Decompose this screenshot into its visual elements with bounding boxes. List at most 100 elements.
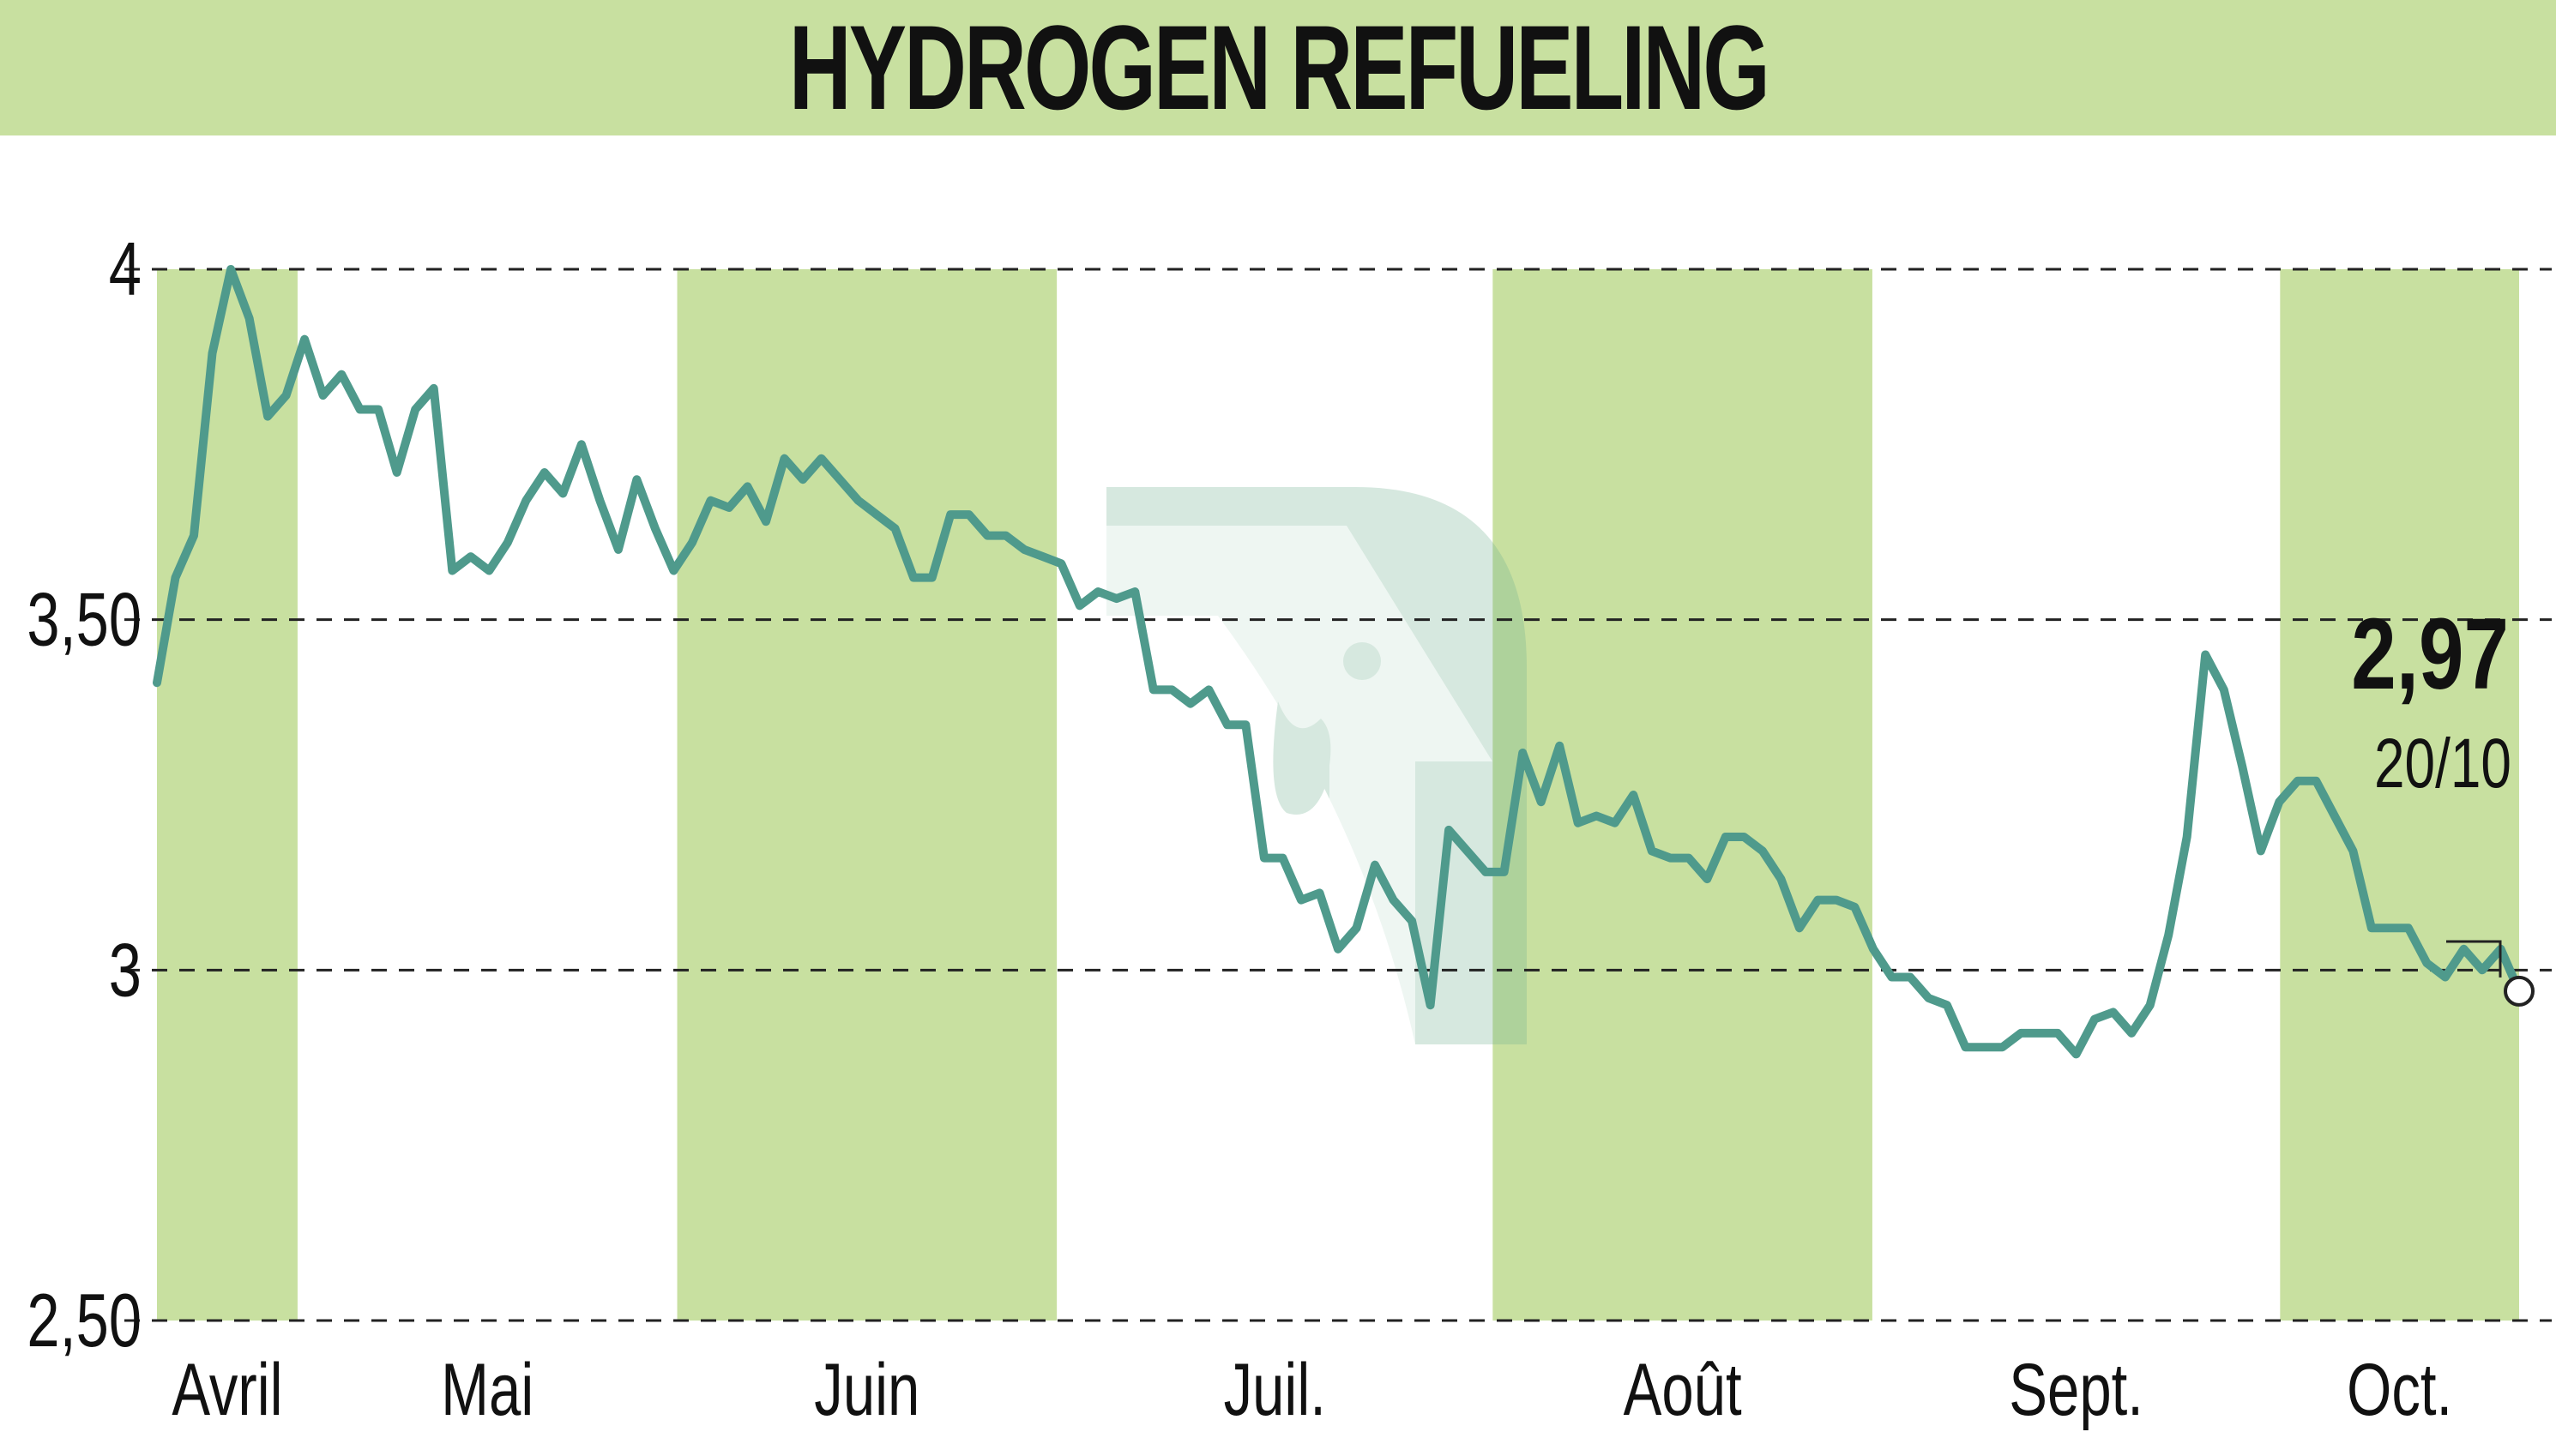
y-tick-label-0: 4 [109,227,142,311]
data-point [1371,861,1378,869]
x-tick-label-juin: Juin [814,1349,919,1431]
data-point [1426,1002,1434,1009]
data-point [1279,854,1287,862]
data-point [1353,924,1360,932]
data-point [2017,1029,2025,1037]
series-points [154,266,2523,1058]
x-tick-label-juil: Juil. [1224,1349,1326,1431]
data-point [208,350,216,358]
data-point [2239,763,2246,771]
data-point [1721,833,1729,840]
data-point [1537,798,1545,806]
data-point [596,496,604,504]
data-point [1316,889,1323,897]
data-point [2165,931,2173,939]
data-point [633,476,641,484]
last-value-label: 2,97 [2351,597,2509,711]
data-point [928,574,936,581]
data-point [1832,896,1840,904]
data-point [1998,1044,2006,1051]
data-point [467,553,474,561]
data-point [1814,896,1822,904]
data-point [2423,960,2431,967]
data-point [1445,826,1453,833]
data-point [2202,651,2209,659]
data-point [781,454,788,462]
data-point [2479,966,2486,974]
data-point [1870,945,1877,953]
data-point [2257,847,2264,855]
data-point [1888,973,1896,981]
data-point [393,469,401,476]
data-point [2276,798,2283,806]
data-point [1149,686,1157,694]
data-point [449,567,456,575]
data-point [375,406,383,413]
data-point [1039,553,1046,561]
data-point [1094,588,1102,595]
data-point [1703,875,1711,883]
data-point [2441,973,2449,981]
watermark-shape [1106,487,1527,1044]
data-point [1685,854,1692,862]
data-point [430,384,437,392]
data-point [744,483,751,490]
data-point [1648,847,1655,855]
data-point [763,518,769,526]
chart-title: HYDROGEN REFUELING [788,0,1769,135]
data-point [190,532,197,539]
data-point [854,496,862,504]
data-point [1944,1002,1950,1009]
month-band-avril [157,269,298,1321]
data-point [1851,903,1859,911]
data-point [1980,1044,1987,1051]
data-point [1408,918,1416,925]
data-point [1058,560,1065,568]
data-point [651,525,659,532]
data-point [1962,1044,1969,1051]
data-point [1925,995,1932,1002]
data-point [947,511,955,519]
data-point [1463,847,1471,855]
x-tick-label-avril: Avril [172,1349,282,1431]
data-point [836,476,844,484]
data-point [1758,847,1766,855]
data-point [1482,868,1490,875]
data-point [1593,812,1601,820]
data-point [2349,847,2357,855]
data-point [2072,1050,2080,1058]
data-point [356,406,364,413]
data-point [1390,896,1397,904]
data-point [2386,924,2394,932]
data-point [577,441,585,448]
data-point [1076,602,1083,610]
data-point [1260,854,1268,862]
watermark-bull [1273,701,1331,815]
data-point [799,476,806,484]
data-point [522,496,530,504]
x-axis-month-labels: Avril Mai Juin Juil. Août Sept. Oct. [172,1349,2452,1431]
data-point [2091,1015,2099,1023]
data-point [1630,791,1637,798]
data-point [1131,588,1139,595]
title-bar: HYDROGEN REFUELING [0,0,2556,135]
last-date-label: 20/10 [2374,723,2511,803]
data-point [1168,686,1176,694]
data-point [2128,1029,2136,1037]
data-point [965,511,973,519]
data-point [503,538,511,546]
data-point [670,567,678,575]
data-point [1556,742,1564,749]
data-point [1740,833,1748,840]
data-point [2312,777,2320,785]
month-band-juin [677,269,1058,1321]
data-point [319,392,327,400]
x-tick-label-oct: Oct. [2347,1349,2452,1431]
data-point [2146,1002,2154,1009]
data-point [984,532,992,539]
data-point [264,412,272,420]
last-value-leader [2446,940,2502,978]
data-point [726,503,732,511]
data-point [245,315,253,322]
data-point [2109,1008,2117,1016]
